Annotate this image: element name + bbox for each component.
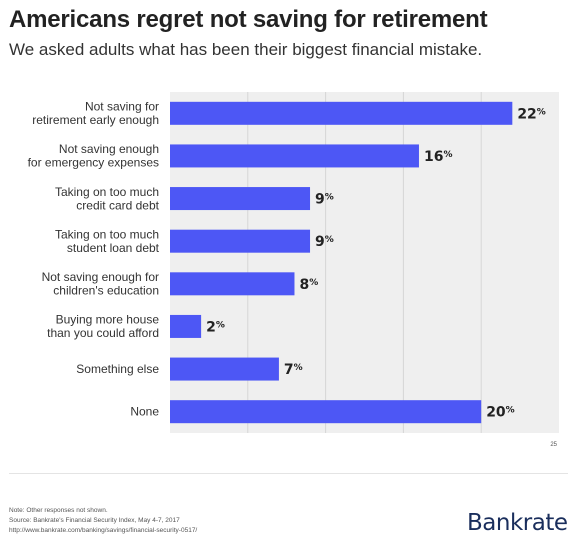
bar — [170, 187, 311, 211]
value-label: 7% — [284, 362, 303, 378]
source-line: Source: Bankrate's Financial Security In… — [9, 517, 180, 524]
bar — [170, 229, 311, 253]
bar — [170, 101, 513, 125]
category-label: Not saving enough for emergency expenses — [28, 142, 159, 170]
footer-divider — [9, 473, 568, 474]
bar — [170, 314, 202, 338]
bar-chart: 25 22% Not saving for retirement early enou… — [28, 92, 559, 448]
x-tick-label: 25 — [550, 442, 557, 448]
value-label: 20% — [486, 405, 515, 421]
category-label: Something else — [76, 362, 159, 376]
plot-background — [170, 92, 559, 433]
chart-subtitle: We asked adults what has been their bigg… — [9, 40, 483, 59]
value-label: 2% — [206, 319, 225, 335]
note-line: Note: Other responses not shown. — [9, 507, 108, 514]
bankrate-logo: Bankrate — [467, 510, 568, 536]
chart-title: Americans regret not saving for retireme… — [9, 6, 488, 33]
category-label: Not saving for retirement early enough — [32, 100, 159, 128]
category-label: Buying more house than you could afford — [47, 313, 159, 341]
source-notes: Note: Other responses not shown. Source:… — [9, 506, 197, 536]
bar — [170, 400, 482, 424]
category-label: Not saving enough for children's educatio… — [42, 270, 159, 298]
value-label: 9% — [315, 192, 334, 208]
value-label: 9% — [315, 234, 334, 250]
category-label: None — [130, 405, 159, 419]
bar — [170, 144, 419, 168]
value-label: 16% — [424, 149, 453, 165]
value-label: 8% — [299, 277, 318, 293]
category-label: Taking on too much student loan debt — [55, 227, 160, 255]
source-url: http://www.bankrate.com/banking/savings/… — [9, 527, 198, 534]
bar — [170, 357, 279, 381]
category-label: Taking on too much credit card debt — [55, 185, 160, 213]
bar — [170, 272, 295, 296]
value-label: 22% — [517, 106, 546, 122]
